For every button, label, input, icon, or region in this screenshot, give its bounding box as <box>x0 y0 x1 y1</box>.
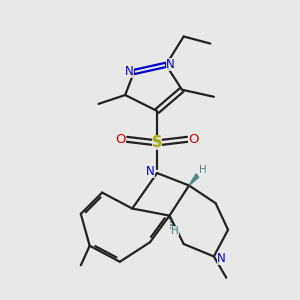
Text: N: N <box>146 165 155 178</box>
Text: N: N <box>166 58 175 70</box>
Polygon shape <box>189 174 199 185</box>
Text: S: S <box>152 135 162 150</box>
Text: N: N <box>125 65 134 78</box>
Text: H: H <box>171 226 179 236</box>
Text: O: O <box>188 133 199 146</box>
Text: O: O <box>115 133 126 146</box>
Text: H: H <box>199 165 207 175</box>
Text: N: N <box>217 252 226 265</box>
